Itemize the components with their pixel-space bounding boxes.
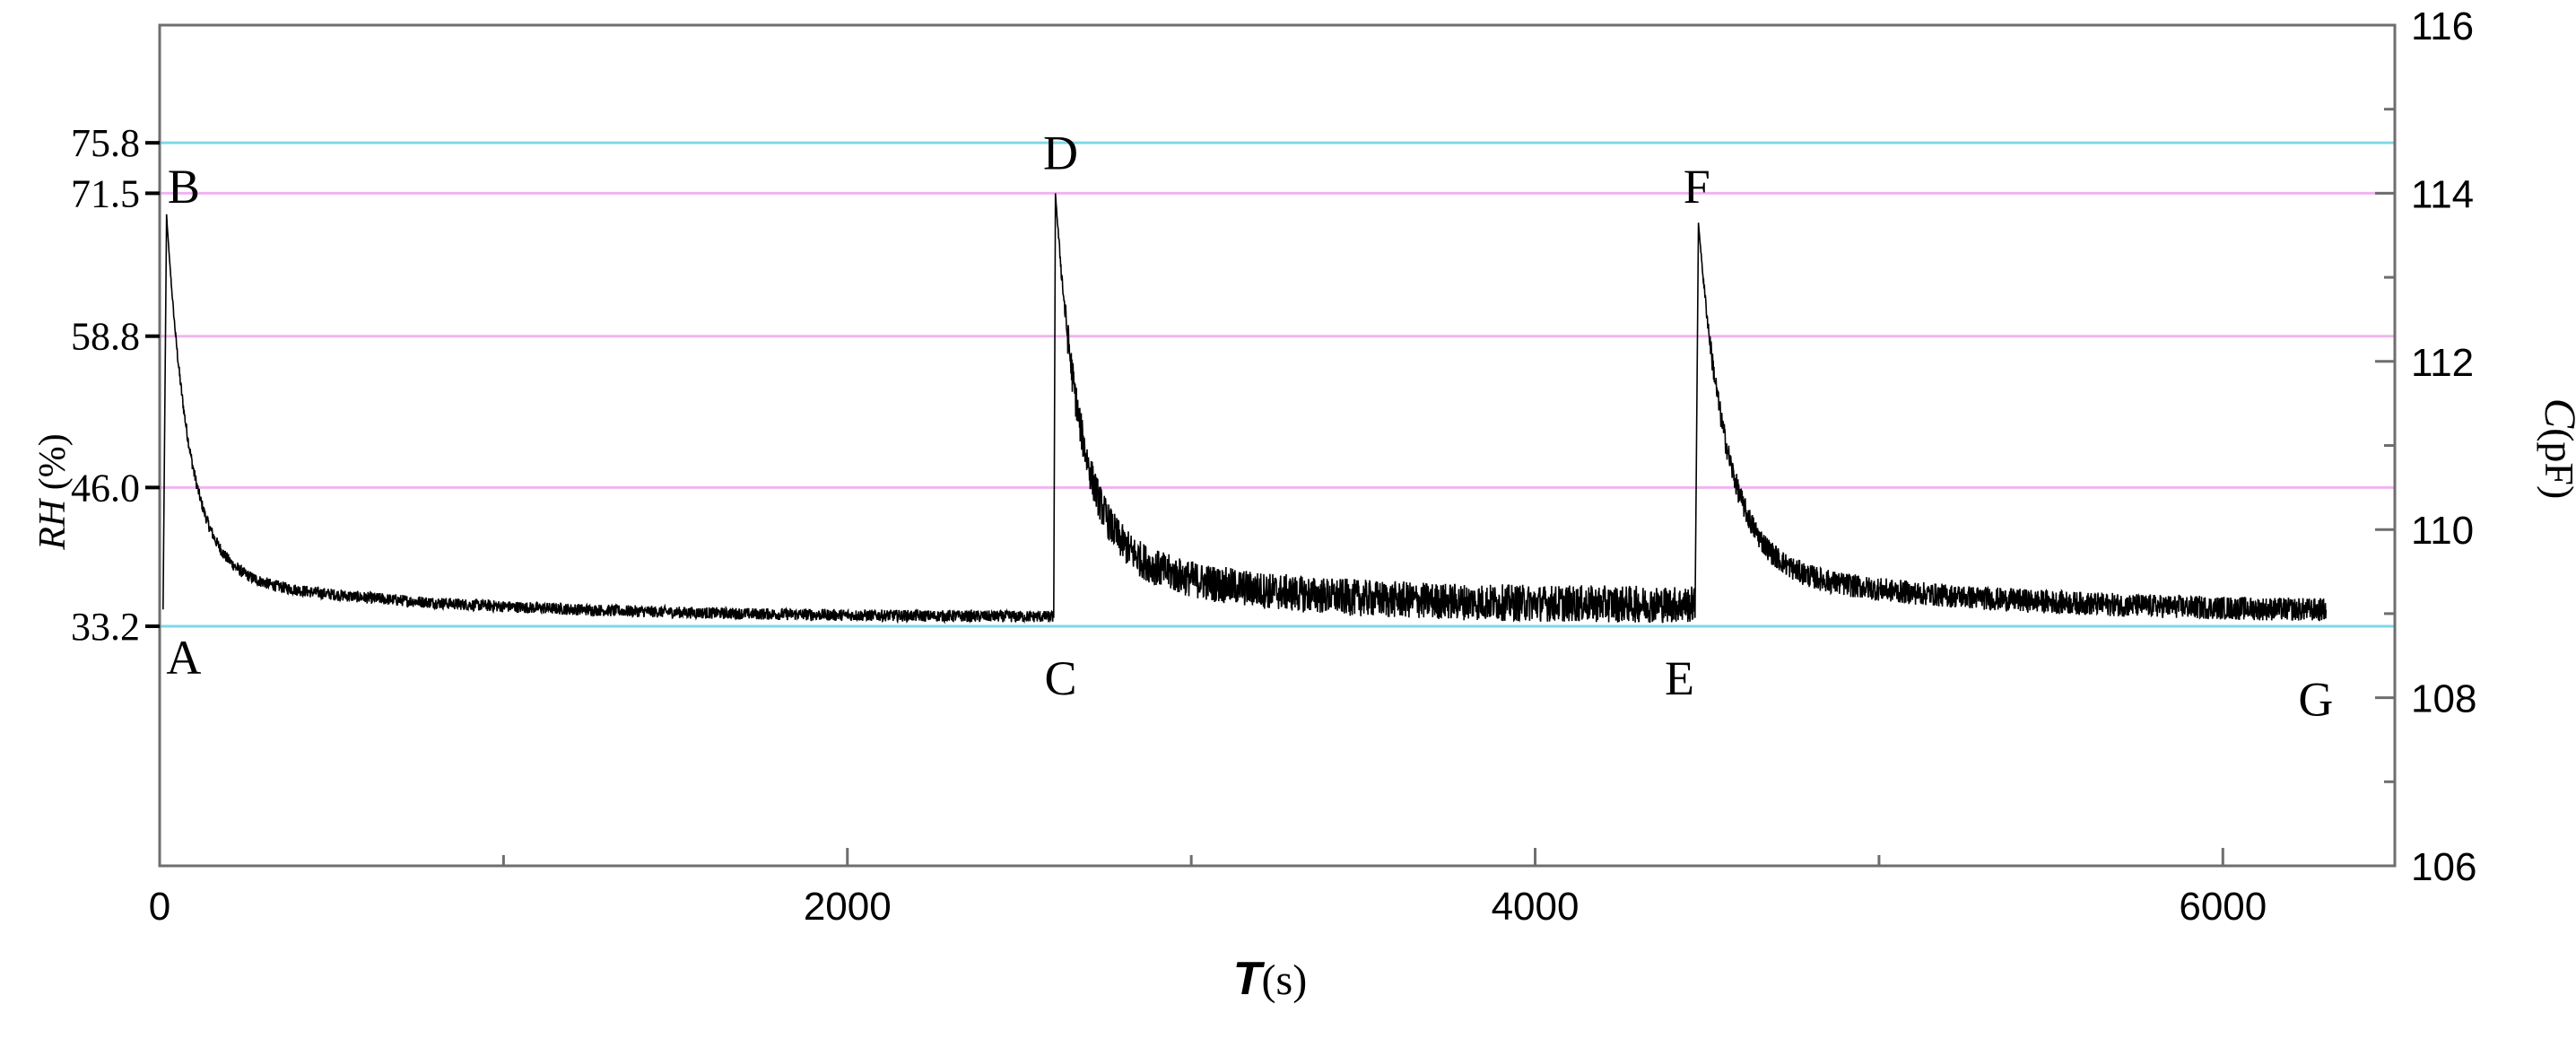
right-axis-title-unit: (pF) (2537, 428, 2576, 499)
capacitance-series (162, 193, 2328, 624)
point-label-f: F (1684, 160, 1710, 214)
x-axis-title-main: T (1233, 953, 1266, 1005)
capacitance-trace (162, 193, 2328, 624)
right-tick-label: 112 (2411, 341, 2474, 385)
right-axis-ticks: 106 108 110 112 114 116 (2375, 4, 2476, 889)
left-axis-title-unit: (%) (32, 433, 74, 499)
x-axis-title-unit: (s) (1262, 956, 1308, 1004)
x-tick-label: 4000 (1492, 885, 1580, 929)
right-tick-label: 106 (2411, 845, 2476, 889)
left-tick-label: 58.8 (71, 315, 140, 359)
right-tick-label: 110 (2411, 509, 2474, 553)
point-label-e: E (1665, 651, 1694, 705)
point-label-c: C (1044, 651, 1076, 705)
left-tick-label: 33.2 (71, 605, 140, 649)
point-label-b: B (168, 160, 200, 214)
x-tick-label: 2000 (804, 885, 892, 929)
left-tick-label: 75.8 (71, 121, 140, 165)
left-tick-label: 71.5 (71, 171, 140, 215)
left-tick-label: 46.0 (71, 466, 140, 510)
right-tick-label: 114 (2411, 172, 2474, 216)
x-axis-title: T(s) (1233, 953, 1307, 1005)
reference-lines (160, 141, 2395, 628)
point-label-g: G (2298, 673, 2333, 727)
point-label-a: A (166, 631, 201, 685)
right-axis-title: C(pF) (2536, 398, 2576, 500)
point-labels: A B C D E F G (166, 127, 2333, 727)
right-axis-title-main: C (2536, 398, 2576, 429)
x-axis-ticks: 0 2000 4000 6000 (149, 848, 2267, 929)
left-axis-ticks: 33.2 46.0 58.8 71.5 75.8 (71, 121, 160, 649)
x-tick-label: 6000 (2179, 885, 2267, 929)
left-axis-title: RH (%) (32, 433, 74, 550)
x-tick-label: 0 (149, 885, 170, 929)
right-tick-label: 108 (2411, 677, 2476, 721)
point-label-d: D (1043, 127, 1078, 180)
right-tick-label: 116 (2411, 4, 2474, 48)
left-axis-title-main: RH (32, 497, 74, 551)
